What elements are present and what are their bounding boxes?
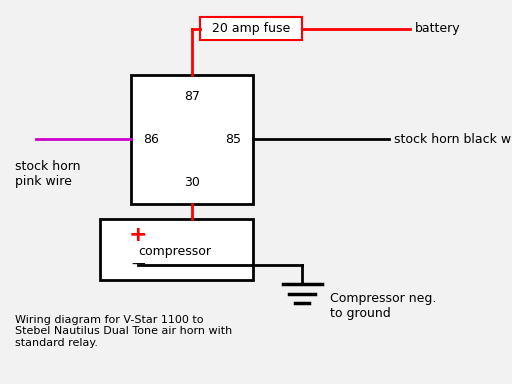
Text: 85: 85 [225,133,241,146]
Text: —: — [132,258,145,272]
Text: 30: 30 [184,176,200,189]
Text: compressor: compressor [138,245,211,258]
Text: battery: battery [415,22,460,35]
Text: +: + [129,225,147,245]
Text: Wiring diagram for V-Star 1100 to
Stebel Nautilus Dual Tone air horn with
standa: Wiring diagram for V-Star 1100 to Stebel… [15,315,232,348]
Text: stock horn
pink wire: stock horn pink wire [15,161,81,188]
Text: 86: 86 [143,133,159,146]
Text: 20 amp fuse: 20 amp fuse [212,22,290,35]
Bar [100,219,253,280]
Bar [131,75,253,204]
Text: 87: 87 [184,89,200,103]
Text: stock horn black wire: stock horn black wire [394,133,512,146]
Bar [200,17,302,40]
Text: Compressor neg.
to ground: Compressor neg. to ground [330,292,437,320]
